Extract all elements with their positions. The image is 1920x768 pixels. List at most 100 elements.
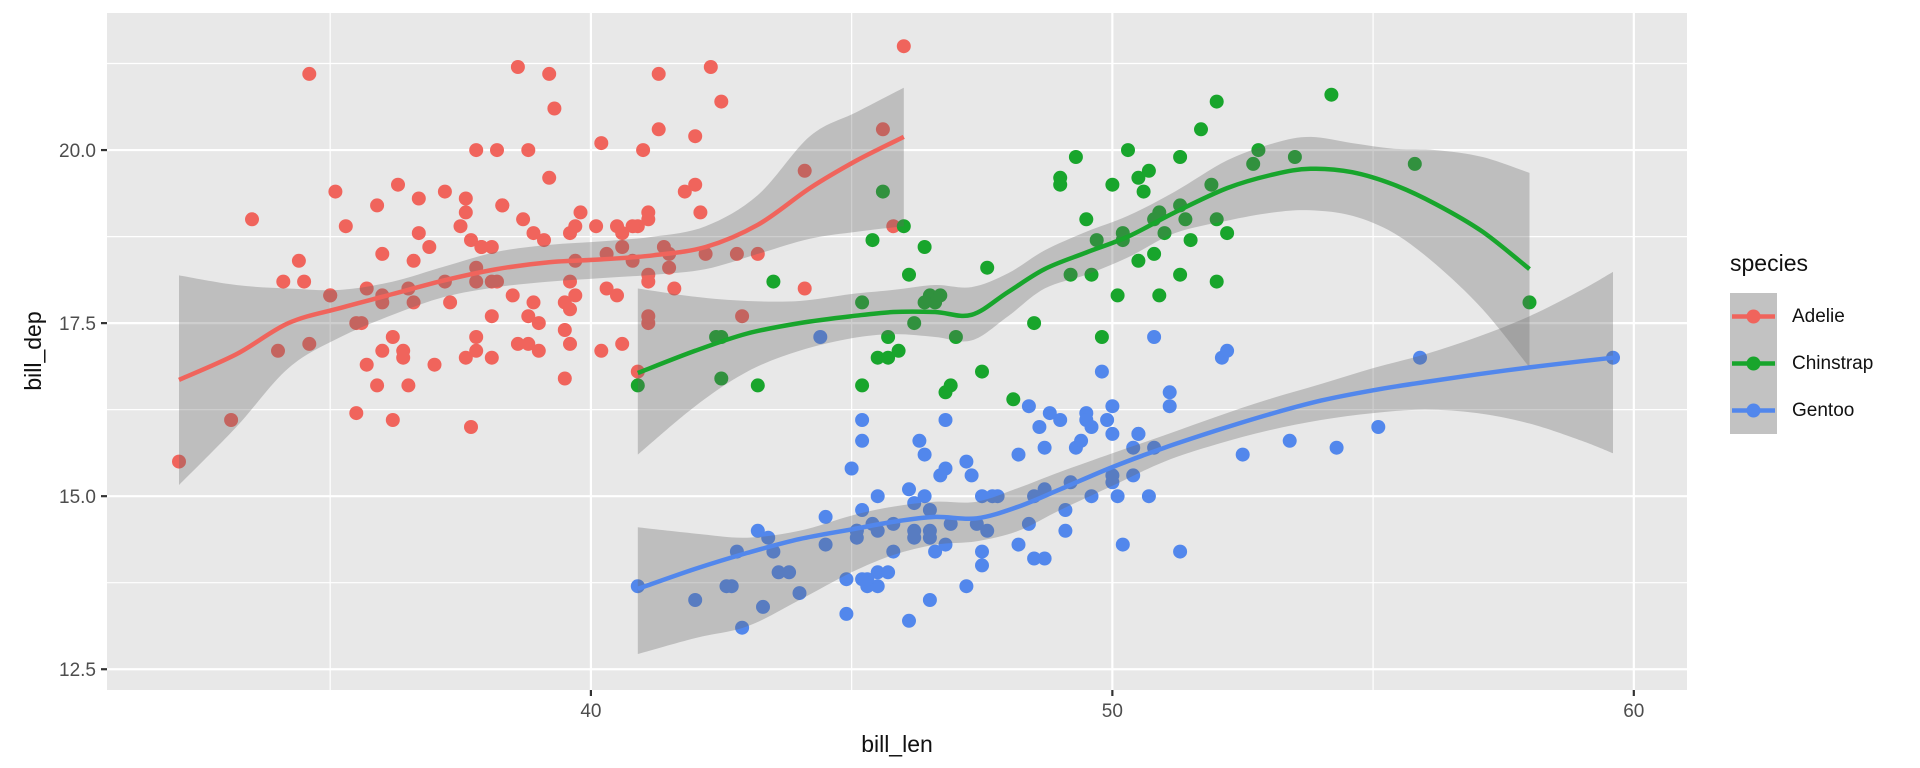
data-point: [594, 343, 609, 358]
data-point: [427, 357, 442, 372]
data-point: [1115, 537, 1130, 552]
data-point: [1157, 226, 1172, 241]
data-point: [818, 509, 833, 524]
data-point: [641, 274, 656, 289]
data-point: [615, 240, 630, 254]
data-point: [1074, 433, 1089, 448]
data-point: [375, 343, 390, 358]
data-point: [406, 253, 421, 268]
data-point: [391, 177, 405, 192]
data-point: [521, 143, 536, 158]
data-point: [323, 288, 338, 303]
data-point: [458, 205, 473, 220]
data-point: [1105, 399, 1120, 414]
data-point: [881, 565, 896, 580]
data-point: [531, 343, 546, 358]
data-point: [875, 184, 890, 199]
data-point: [677, 184, 692, 199]
data-point: [610, 288, 624, 303]
data-point: [359, 281, 374, 296]
data-point: [276, 274, 291, 289]
data-point: [797, 163, 812, 178]
data-point: [370, 198, 385, 213]
data-point: [870, 565, 885, 580]
data-point: [688, 177, 703, 192]
x-tick-label: 60: [1623, 701, 1644, 722]
data-point: [917, 447, 932, 462]
data-point: [1324, 87, 1339, 102]
data-point: [1371, 420, 1386, 434]
data-point: [922, 503, 937, 517]
data-point: [563, 336, 577, 351]
data-point: [1162, 399, 1177, 414]
data-point: [1084, 489, 1099, 504]
data-point: [844, 461, 859, 476]
data-point: [1021, 399, 1036, 414]
data-point: [948, 330, 963, 344]
data-point: [735, 620, 750, 635]
data-point: [870, 579, 885, 594]
data-point: [750, 378, 765, 393]
data-point: [547, 101, 562, 116]
data-point: [484, 274, 499, 289]
smooth-line-adelie: [178, 134, 905, 382]
data-point: [1183, 233, 1198, 248]
data-point: [464, 420, 478, 434]
data-point: [1042, 406, 1057, 421]
legend-entry-adelie: Adelie: [1730, 293, 1873, 340]
data-point: [557, 371, 572, 386]
data-point: [484, 350, 499, 365]
data-point: [1011, 447, 1026, 462]
data-point: [839, 572, 854, 587]
data-point: [1094, 364, 1109, 379]
data-point: [521, 309, 536, 324]
data-point: [839, 606, 854, 621]
data-point: [938, 537, 953, 552]
data-point: [782, 565, 797, 580]
data-point: [630, 378, 645, 393]
x-tick-label: 40: [580, 701, 601, 722]
data-point: [594, 136, 609, 151]
data-point: [469, 143, 484, 158]
data-point: [875, 122, 890, 137]
data-point: [688, 593, 703, 607]
data-point: [1194, 122, 1208, 137]
data-point: [855, 503, 870, 517]
data-point: [537, 233, 551, 248]
data-point: [1105, 177, 1120, 192]
data-point: [1220, 343, 1235, 358]
data-point: [615, 226, 630, 241]
smooth-ribbon-chinstrap: [637, 136, 1530, 455]
data-point: [881, 350, 896, 365]
legend-key-swatch: [1730, 387, 1777, 434]
data-point: [458, 191, 473, 206]
data-point: [437, 184, 452, 199]
data-point: [375, 246, 390, 261]
data-point: [526, 226, 541, 241]
data-point: [1162, 385, 1177, 400]
data-point: [1084, 267, 1099, 282]
data-point: [902, 613, 916, 628]
data-point: [495, 198, 510, 213]
data-point: [1131, 253, 1146, 268]
data-point: [771, 565, 786, 580]
data-point: [855, 413, 870, 427]
data-point: [1021, 516, 1036, 531]
data-point: [917, 489, 932, 504]
points-chinstrap: [630, 87, 1537, 407]
data-point: [510, 336, 525, 351]
data-point: [464, 233, 478, 248]
data-point: [761, 530, 776, 545]
legend-label: Gentoo: [1792, 399, 1855, 421]
legend-entry-gentoo: Gentoo: [1730, 387, 1873, 434]
data-point: [510, 60, 525, 74]
data-point: [474, 240, 489, 254]
data-point: [636, 143, 651, 158]
data-point: [469, 343, 484, 358]
data-point: [975, 489, 989, 504]
data-point: [964, 468, 979, 483]
data-point: [411, 226, 426, 241]
data-point: [1329, 440, 1344, 455]
data-point: [411, 191, 426, 206]
